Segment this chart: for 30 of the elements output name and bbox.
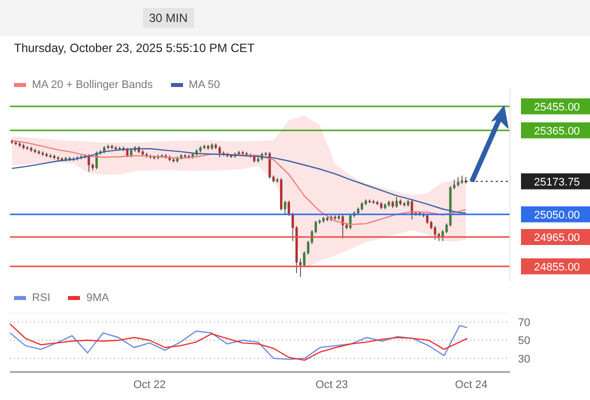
- x-tick-label: Oct 24: [455, 378, 488, 391]
- text: 30 MIN: [143, 8, 194, 28]
- candlestick: [349, 214, 352, 230]
- line-series: [11, 140, 466, 226]
- candlestick: [342, 214, 344, 239]
- x-tick-label: Oct 23: [316, 378, 348, 391]
- x-tick-label: Oct 22: [133, 378, 166, 391]
- candlestick: [88, 154, 90, 172]
- legend-label: RSI: [32, 292, 50, 304]
- y-tick-label: 50: [518, 335, 530, 348]
- candlestick: [434, 226, 436, 240]
- y-tick-label: 25365.00: [534, 125, 580, 138]
- y-tick-label: 70: [518, 316, 530, 329]
- legend-label: 9MA: [86, 292, 109, 304]
- legend-label: MA 50: [188, 79, 220, 91]
- y-tick-label: 24965.00: [534, 232, 580, 244]
- y-tick-label: 24855.00: [534, 261, 580, 274]
- candlestick: [395, 196, 398, 208]
- chart-subtitle: Thursday, October 23, 2025 5:55:10 PM CET: [14, 41, 255, 55]
- line-series: [11, 148, 466, 214]
- y-tick-label: 25050.00: [534, 209, 580, 222]
- y-tick-label: 25173.75: [534, 176, 580, 188]
- candlestick: [456, 176, 460, 187]
- legend-label: MA 20 + Bollinger Bands: [32, 79, 153, 91]
- y-tick-label: 30: [518, 353, 530, 366]
- candlestick: [426, 214, 428, 224]
- candlestick: [218, 146, 221, 158]
- candlestick: [460, 175, 464, 184]
- y-tick-label: 25455.00: [534, 101, 580, 114]
- candlestick: [288, 200, 290, 216]
